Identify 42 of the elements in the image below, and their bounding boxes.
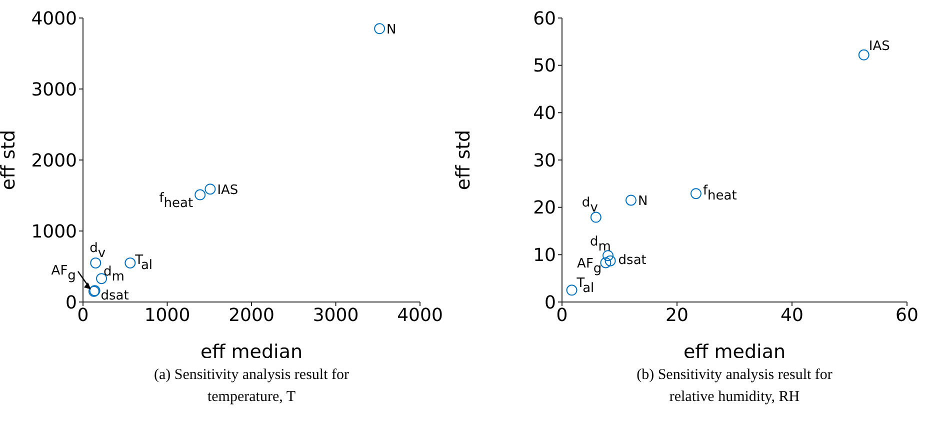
y-tick-label: 60 xyxy=(533,8,556,30)
point xyxy=(124,257,136,268)
y-tick-label: 10 xyxy=(533,245,556,266)
y-tick-label: 20 xyxy=(533,198,556,219)
x-tick-label: 20 xyxy=(666,304,688,326)
x-tick-label: 4000 xyxy=(397,304,443,326)
x-axis-title: eff median xyxy=(200,341,303,363)
y-tick-label: 2000 xyxy=(31,150,77,172)
annotation: dsat xyxy=(618,252,646,268)
point xyxy=(690,188,702,200)
y-tick-label: 50 xyxy=(533,56,556,77)
x-tick-label: 3000 xyxy=(312,304,359,326)
annotation: IAS xyxy=(868,38,890,54)
point xyxy=(626,194,636,206)
point xyxy=(90,257,102,268)
x-tick-label: 60 xyxy=(896,304,918,326)
annotation: N xyxy=(386,22,396,38)
annotation: N xyxy=(638,194,648,210)
y-tick-label: 4000 xyxy=(31,8,77,30)
text: (a) Sensitivity analysis result for temperature, T xyxy=(154,366,350,407)
point xyxy=(204,184,216,195)
annotation: IAS xyxy=(217,183,238,198)
point xyxy=(566,284,578,296)
text: (b) Sensitivity analysis result for relative humidity, RH xyxy=(636,366,832,407)
y-axis-title: eff std xyxy=(0,130,20,190)
point xyxy=(858,49,870,60)
y-tick-label: 1000 xyxy=(31,221,77,242)
y-tick-label: 30 xyxy=(533,150,556,172)
point xyxy=(374,23,386,34)
x-axis-title: eff median xyxy=(683,341,786,363)
x-tick-label: 40 xyxy=(780,304,804,326)
point xyxy=(194,189,206,200)
y-tick-label: 40 xyxy=(533,103,556,124)
annotation: dsat xyxy=(100,288,129,304)
point xyxy=(604,255,616,266)
y-tick-label: 3000 xyxy=(31,79,77,100)
point xyxy=(600,257,612,268)
x-tick-label: 2000 xyxy=(228,304,274,326)
point xyxy=(590,212,602,223)
x-tick-label: 1000 xyxy=(144,304,190,326)
point xyxy=(602,250,614,262)
y-axis-title: eff std xyxy=(452,130,475,190)
